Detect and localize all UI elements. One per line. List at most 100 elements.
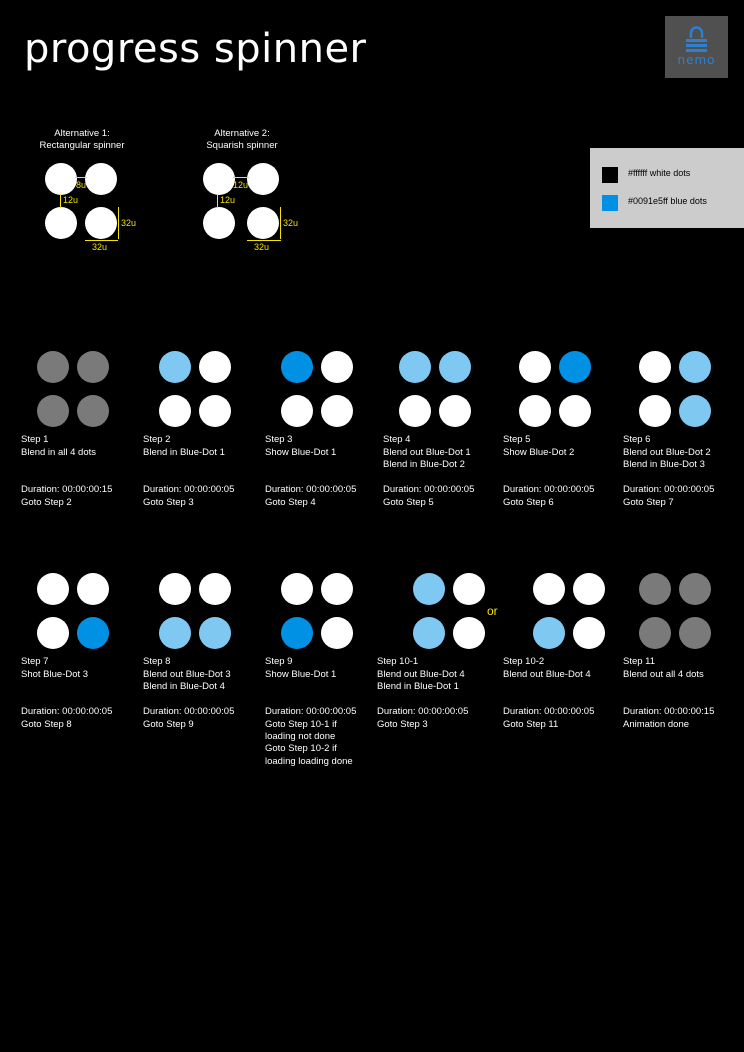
- step-title: Step 1: [21, 434, 49, 445]
- spinner-dot-3: [37, 395, 69, 427]
- step-card: Step 7 Shot Blue-Dot 3 Duration: 00:00:00:…: [21, 573, 141, 773]
- legend-text-white: #ffffff white dots: [628, 168, 691, 178]
- step-title: Step 4: [383, 434, 411, 445]
- step-duration: Duration: 00:00:00:15: [623, 706, 715, 717]
- spinner-dot-2: [321, 351, 353, 383]
- step-card: Step 10-1 Blend out Blue-Dot 4 Blend in B…: [377, 573, 497, 773]
- step-goto: Goto Step 4: [265, 496, 316, 508]
- step-duration: Duration: 00:00:00:05: [143, 706, 235, 717]
- alternative-2-diagram: Alternative 2: Squarish spinner 12u 12u …: [167, 128, 317, 258]
- spinner-dot-3: [281, 395, 313, 427]
- spinner-dot-3: [159, 617, 191, 649]
- alt1-size-v-line: [118, 207, 119, 239]
- step-card: Step 10-2 Blend out Blue-Dot 4 Duration: 0…: [503, 573, 623, 773]
- step-goto: Goto Step 10-1 if loading not done Goto …: [265, 718, 353, 767]
- step-title: Step 11: [623, 656, 656, 667]
- step-card: Step 9 Show Blue-Dot 1 Duration: 00:00:00:…: [265, 573, 385, 773]
- alt2-size-h-label: 32u: [254, 242, 270, 252]
- spinner-dot-4: [321, 395, 353, 427]
- step-goto: Goto Step 5: [383, 496, 434, 508]
- step-goto: Goto Step 9: [143, 718, 194, 730]
- spinner-dot-2: [559, 351, 591, 383]
- alt1-dot-1: [45, 163, 77, 195]
- spinner-dot-3: [159, 395, 191, 427]
- step-title: Step 8: [143, 656, 171, 667]
- alt1-size-v-label: 32u: [121, 218, 137, 228]
- step-description: Blend out Blue-Dot 1 Blend in Blue-Dot 2: [383, 446, 471, 470]
- alt2-dot-4: [247, 207, 279, 239]
- step-duration: Duration: 00:00:00:15: [21, 484, 113, 495]
- step-goto: Goto Step 3: [377, 718, 428, 730]
- spinner-dot-3: [37, 617, 69, 649]
- spinner-dot-4: [199, 395, 231, 427]
- alt1-gap-v-line: [60, 194, 61, 208]
- alt2-gap-v-label: 12u: [220, 195, 236, 205]
- step-description: Shot Blue-Dot 3: [21, 668, 89, 680]
- spinner-dot-4: [453, 617, 485, 649]
- step-card: Step 5 Show Blue-Dot 2 Duration: 00:00:00:…: [503, 351, 623, 551]
- spinner-dot-3: [399, 395, 431, 427]
- step-card: Step 8 Blend out Blue-Dot 3 Blend in Blue…: [143, 573, 263, 773]
- alt1-dot-4: [85, 207, 117, 239]
- step-goto: Goto Step 8: [21, 718, 72, 730]
- alt2-size-v-label: 32u: [283, 218, 299, 228]
- step-description: Blend out Blue-Dot 3 Blend in Blue-Dot 4: [143, 668, 231, 692]
- spinner-dot-1: [159, 351, 191, 383]
- step-duration: Duration: 00:00:00:05: [503, 484, 595, 495]
- spinner-dot-1: [281, 351, 313, 383]
- spinner-dot-2: [199, 351, 231, 383]
- spinner-dot-2: [453, 573, 485, 605]
- step-title: Step 6: [623, 434, 651, 445]
- spinner-dot-1: [399, 351, 431, 383]
- color-legend: #ffffff white dots #0091e5ff blue dots: [590, 148, 744, 228]
- spinner-dot-1: [533, 573, 565, 605]
- alt2-dot-2: [247, 163, 279, 195]
- step-duration: Duration: 00:00:00:05: [143, 484, 235, 495]
- step-card: Step 11 Blend out all 4 dots Duration: 00:…: [623, 573, 743, 773]
- or-label: or: [487, 604, 498, 618]
- spinner-dot-4: [321, 617, 353, 649]
- alt1-dot-3: [45, 207, 77, 239]
- spinner-dot-2: [439, 351, 471, 383]
- alt1-dot-2: [85, 163, 117, 195]
- spinner-dot-4: [77, 617, 109, 649]
- step-goto: Goto Step 3: [143, 496, 194, 508]
- spinner-dot-4: [77, 395, 109, 427]
- alt2-gap-h-label: 12u: [233, 180, 249, 190]
- spinner-dot-1: [639, 573, 671, 605]
- step-title: Step 5: [503, 434, 531, 445]
- step-goto: Goto Step 11: [503, 718, 559, 730]
- alt1-gap-h-line: [75, 177, 87, 178]
- spinner-dot-4: [679, 617, 711, 649]
- step-description: Show Blue-Dot 1: [265, 668, 337, 680]
- alt2-gap-v-line: [217, 194, 218, 208]
- alt2-size-v-line: [280, 207, 281, 239]
- spinner-dot-1: [519, 351, 551, 383]
- spinner-dot-2: [679, 573, 711, 605]
- step-card: Step 6 Blend out Blue-Dot 2 Blend in Blue…: [623, 351, 743, 551]
- spinner-dot-1: [281, 573, 313, 605]
- spinner-dot-3: [639, 395, 671, 427]
- spinner-dot-2: [199, 573, 231, 605]
- spinner-dot-2: [321, 573, 353, 605]
- step-duration: Duration: 00:00:00:05: [503, 706, 595, 717]
- alternative-2-label: Alternative 2: Squarish spinner: [206, 128, 278, 151]
- step-title: Step 10-1: [377, 656, 419, 667]
- legend-swatch-white: [602, 167, 618, 183]
- spinner-dot-3: [413, 617, 445, 649]
- spinner-dot-2: [77, 351, 109, 383]
- nemo-logo: nemo: [665, 16, 728, 78]
- spinner-dot-2: [77, 573, 109, 605]
- step-duration: Duration: 00:00:00:05: [265, 706, 357, 717]
- spinner-dot-1: [37, 573, 69, 605]
- step-card: Step 2 Blend in Blue-Dot 1 Duration: 00:00…: [143, 351, 263, 551]
- step-duration: Duration: 00:00:00:05: [21, 706, 113, 717]
- step-title: Step 7: [21, 656, 49, 667]
- step-card: Step 3 Show Blue-Dot 1 Duration: 00:00:00:…: [265, 351, 385, 551]
- spinner-dot-3: [519, 395, 551, 427]
- step-goto: Goto Step 2: [21, 496, 72, 508]
- step-description: Show Blue-Dot 1: [265, 446, 337, 458]
- step-duration: Duration: 00:00:00:05: [383, 484, 475, 495]
- step-description: Blend out Blue-Dot 4 Blend in Blue-Dot 1: [377, 668, 465, 692]
- spinner-dot-3: [533, 617, 565, 649]
